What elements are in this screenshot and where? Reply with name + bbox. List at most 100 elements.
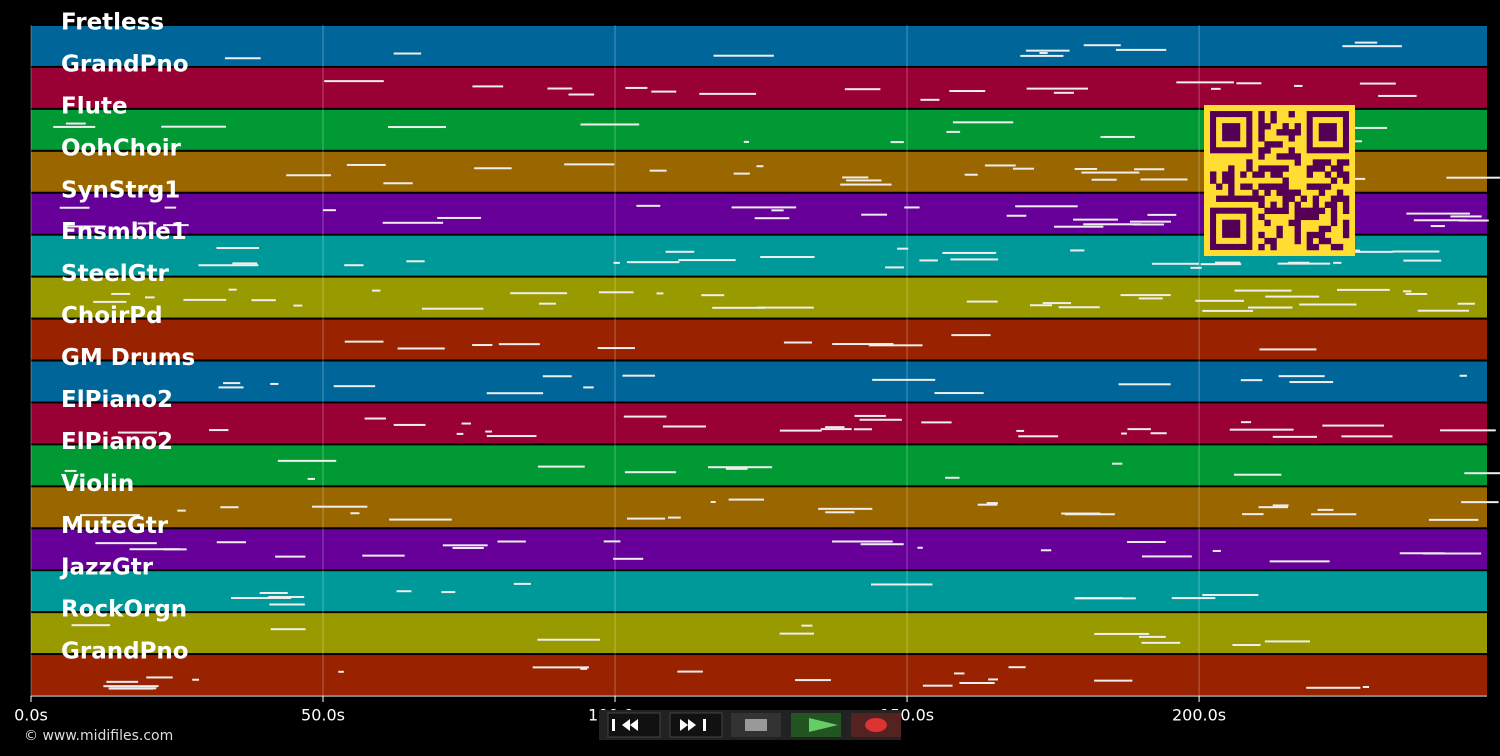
note: [964, 173, 978, 176]
note: [868, 344, 923, 347]
note: [1269, 560, 1330, 563]
qr-cell: [1312, 183, 1320, 190]
note: [625, 86, 648, 89]
note: [389, 518, 452, 521]
qr-cell: [1336, 159, 1344, 166]
qr-cell: [1324, 171, 1332, 178]
note: [613, 261, 620, 264]
note: [1054, 225, 1104, 228]
note: [665, 250, 695, 253]
qr-cell: [1300, 207, 1307, 215]
play-button[interactable]: [791, 713, 841, 737]
track-name: GrandPno: [61, 51, 189, 77]
qr-cell: [1288, 129, 1295, 136]
note: [1440, 429, 1496, 432]
note: [919, 259, 938, 262]
note: [1240, 379, 1263, 382]
note: [1461, 501, 1499, 504]
note: [228, 288, 237, 291]
qr-cell: [1294, 237, 1301, 245]
qr-cell: [1282, 207, 1289, 215]
qr-cell: [1258, 123, 1265, 130]
note: [542, 375, 572, 378]
record-button[interactable]: [851, 713, 901, 737]
note: [986, 502, 998, 505]
qr-cell: [1264, 219, 1271, 227]
qr-cell: [1342, 171, 1350, 178]
qr-cell: [1276, 231, 1283, 239]
note: [1259, 348, 1317, 351]
note: [1336, 126, 1388, 129]
note: [1118, 383, 1171, 386]
note: [1127, 540, 1166, 543]
note: [779, 429, 822, 432]
note: [1272, 504, 1289, 507]
qr-cell: [1288, 219, 1295, 227]
qr-finder: [1318, 123, 1337, 142]
qr-cell: [1258, 195, 1265, 202]
qr-cell: [1288, 195, 1295, 202]
qr-cell: [1282, 201, 1289, 208]
note: [699, 92, 757, 95]
stop-button[interactable]: [731, 713, 781, 737]
track-band: [31, 613, 1487, 654]
note: [1129, 220, 1172, 223]
rewind-button[interactable]: [607, 712, 661, 738]
qr-cell: [1324, 237, 1332, 245]
note: [441, 591, 456, 594]
qr-cell: [1294, 201, 1301, 208]
track-name: Flute: [61, 93, 128, 119]
note: [1242, 513, 1264, 516]
qr-cell: [1318, 165, 1326, 172]
qr-cell: [1270, 111, 1277, 118]
note: [350, 512, 360, 515]
note: [954, 672, 965, 675]
track-name: GM Drums: [61, 345, 195, 371]
qr-cell: [1312, 165, 1320, 172]
note: [388, 126, 447, 129]
note: [1236, 82, 1262, 85]
note: [1402, 290, 1412, 293]
qr-cell: [1294, 123, 1301, 130]
qr-cell: [1270, 117, 1277, 124]
note: [966, 300, 998, 303]
note: [1006, 214, 1027, 217]
note: [1265, 295, 1320, 298]
note: [312, 505, 368, 508]
note: [1403, 259, 1442, 262]
note: [743, 140, 749, 143]
note: [1306, 686, 1361, 689]
qr-cell: [1342, 225, 1350, 233]
note: [725, 467, 748, 470]
note: [537, 465, 585, 468]
note: [1020, 54, 1064, 57]
note: [623, 415, 667, 418]
track-name: Fretless: [61, 10, 164, 36]
note: [1140, 178, 1188, 181]
qr-cell: [1216, 195, 1223, 202]
note: [708, 466, 773, 469]
note: [224, 57, 261, 60]
note: [270, 382, 279, 385]
note: [362, 554, 405, 557]
note: [613, 557, 644, 560]
note: [333, 385, 376, 388]
note: [93, 300, 127, 303]
note: [53, 125, 96, 128]
note: [568, 93, 595, 96]
qr-cell: [1312, 195, 1320, 202]
note: [71, 624, 111, 627]
note: [1074, 167, 1098, 170]
note: [117, 431, 157, 434]
track-band: [31, 445, 1487, 486]
note: [951, 334, 991, 337]
qr-cell: [1288, 147, 1295, 154]
note: [846, 179, 882, 182]
qr-cell: [1246, 183, 1253, 190]
note: [163, 548, 187, 551]
track-name: ElPiano2: [61, 387, 173, 413]
forward-button[interactable]: [669, 712, 723, 738]
qr-cell: [1306, 165, 1314, 172]
note: [1459, 374, 1467, 377]
qr-cell: [1264, 189, 1271, 196]
